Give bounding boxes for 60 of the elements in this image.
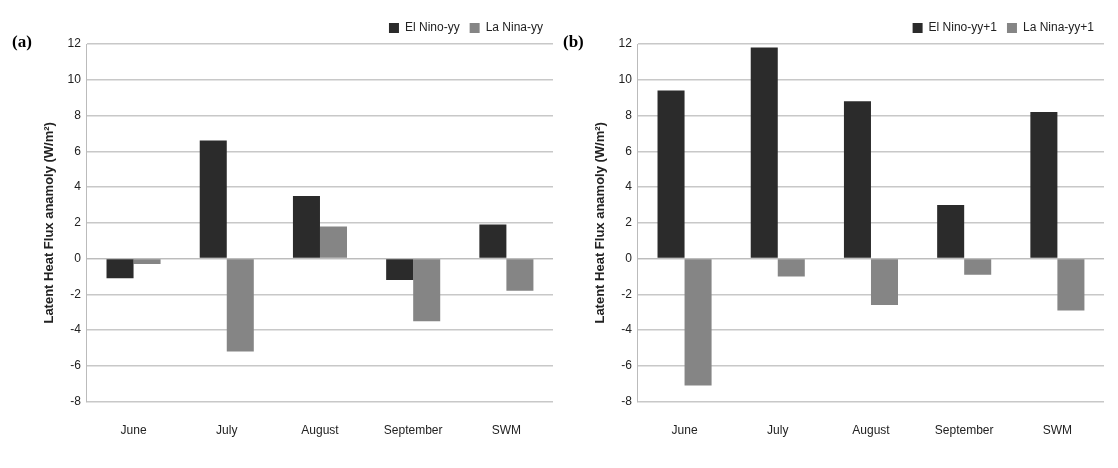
x-tick-label: June bbox=[671, 423, 698, 438]
y-tick-label: -8 bbox=[621, 393, 633, 408]
y-tick-label: 8 bbox=[74, 107, 82, 122]
x-tick-label: June bbox=[120, 423, 147, 438]
bar bbox=[319, 226, 348, 258]
x-tick-label: September bbox=[934, 423, 994, 438]
y-tick-label: 12 bbox=[67, 36, 82, 51]
y-tick-label: 12 bbox=[618, 36, 633, 51]
bar bbox=[843, 101, 871, 258]
bar bbox=[870, 259, 899, 306]
x-tick-label: SWM bbox=[1042, 423, 1073, 438]
bar bbox=[750, 47, 778, 258]
text: (b) bbox=[563, 31, 584, 51]
bar bbox=[133, 259, 161, 264]
y-tick-label: 4 bbox=[625, 179, 633, 194]
bar bbox=[937, 204, 965, 258]
y-tick-label: 6 bbox=[74, 143, 82, 158]
bar bbox=[777, 259, 805, 277]
x-tick-label: August bbox=[852, 423, 891, 438]
bar bbox=[506, 259, 534, 291]
x-tick-label: July bbox=[767, 423, 789, 438]
bar bbox=[292, 195, 320, 258]
bar bbox=[413, 259, 441, 322]
y-tick-label: 6 bbox=[625, 143, 633, 158]
y-tick-label: -6 bbox=[621, 358, 633, 373]
y-axis-title: Latent Heat Flux anamoly (W/m²) bbox=[41, 122, 57, 324]
x-tick-label: September bbox=[383, 423, 443, 438]
legend-label: La Nina-yy bbox=[485, 20, 543, 35]
y-tick-label: 10 bbox=[618, 72, 633, 87]
bar bbox=[657, 90, 685, 258]
bar bbox=[684, 259, 712, 386]
y-tick-label: 8 bbox=[625, 107, 633, 122]
y-tick-label: -4 bbox=[621, 322, 633, 337]
bar bbox=[1057, 259, 1085, 311]
text: (a) bbox=[12, 31, 32, 51]
x-tick-label: SWM bbox=[491, 423, 522, 438]
legend-label: El Nino-yy bbox=[404, 20, 460, 35]
y-tick-label: 0 bbox=[74, 250, 82, 265]
legend-label: El Nino-yy+1 bbox=[928, 20, 998, 35]
bar bbox=[386, 259, 414, 281]
y-tick-label: 10 bbox=[67, 72, 82, 87]
bar bbox=[199, 140, 227, 258]
y-tick-label: -2 bbox=[70, 286, 82, 301]
bar bbox=[106, 259, 134, 279]
y-tick-label: -2 bbox=[621, 286, 633, 301]
y-tick-label: -4 bbox=[70, 322, 82, 337]
y-tick-label: 2 bbox=[625, 215, 633, 230]
x-tick-label: August bbox=[301, 423, 340, 438]
x-tick-label: July bbox=[216, 423, 238, 438]
bar bbox=[479, 224, 507, 258]
y-tick-label: 2 bbox=[74, 215, 82, 230]
bar bbox=[1030, 111, 1058, 258]
legend-label: La Nina-yy+1 bbox=[1022, 20, 1095, 35]
y-tick-label: -6 bbox=[70, 358, 82, 373]
y-axis-title: Latent Heat Flux anamoly (W/m²) bbox=[592, 122, 608, 324]
y-tick-label: 4 bbox=[74, 179, 82, 194]
y-tick-label: 0 bbox=[625, 250, 633, 265]
y-tick-label: -8 bbox=[70, 393, 82, 408]
bar bbox=[964, 259, 992, 275]
bar bbox=[226, 259, 254, 352]
